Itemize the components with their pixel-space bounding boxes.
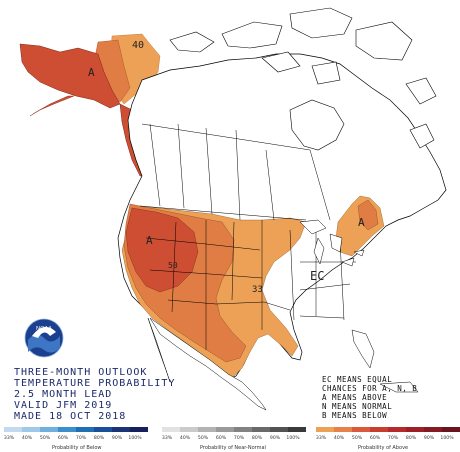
below-tick-7: 90% — [111, 436, 123, 441]
normal-swatch-5 — [234, 427, 252, 432]
label-central-33: 33 — [252, 285, 263, 295]
title-line-1: THREE-MONTH OUTLOOK — [14, 367, 148, 378]
noaa-logo: NOAA — [23, 317, 65, 359]
label-ak-40: 40 — [132, 40, 144, 51]
label-west-50: 50 — [168, 261, 178, 270]
above-tick-7: 90% — [423, 436, 435, 441]
below-tick-2: 40% — [21, 436, 33, 441]
above-tick-5: 70% — [387, 436, 399, 441]
normal-swatch-6 — [252, 427, 270, 432]
normal-tick-8: 100% — [286, 436, 300, 441]
normal-caption: Probability of Near-Normal — [200, 445, 266, 451]
above-tick-6: 80% — [405, 436, 417, 441]
above-swatch-8 — [442, 427, 460, 432]
below-tick-4: 60% — [57, 436, 69, 441]
above-swatch-7 — [424, 427, 442, 432]
normal-swatch-3 — [198, 427, 216, 432]
below-tick-5: 70% — [75, 436, 87, 441]
above-tick-4: 60% — [369, 436, 381, 441]
normal-swatch-7 — [270, 427, 288, 432]
above-swatch-6 — [406, 427, 424, 432]
normal-tick-7: 90% — [269, 436, 281, 441]
below-tick-8: 100% — [128, 436, 142, 441]
label-ak-a: A — [88, 66, 95, 79]
normal-swatch-4 — [216, 427, 234, 432]
below-tick-1: 33% — [3, 436, 15, 441]
normal-tick-1: 33% — [161, 436, 173, 441]
normal-tick-2: 40% — [179, 436, 191, 441]
alaska-region-50-60 — [19, 43, 121, 109]
below-swatch-5 — [76, 427, 94, 432]
above-tick-2: 40% — [333, 436, 345, 441]
below-swatch-4 — [58, 427, 76, 432]
ec-line-2: CHANCES FOR A, N, B — [322, 384, 418, 393]
above-tick-3: 50% — [351, 436, 363, 441]
normal-swatch-2 — [180, 427, 198, 432]
below-swatch-7 — [112, 427, 130, 432]
above-tick-1: 33% — [315, 436, 327, 441]
label-east-a: A — [358, 216, 365, 229]
ec-line-3: A MEANS ABOVE — [322, 393, 388, 402]
ec-line-4: N MEANS NORMAL — [322, 402, 393, 411]
normal-swatch-1 — [162, 427, 180, 432]
below-swatch-1 — [4, 427, 22, 432]
above-tick-8: 100% — [440, 436, 454, 441]
below-caption: Probability of Below — [52, 445, 102, 451]
conus-region-50-60 — [125, 207, 199, 293]
title-line-4: VALID JFM 2019 — [14, 400, 113, 411]
above-swatch-5 — [388, 427, 406, 432]
above-swatch-1 — [316, 427, 334, 432]
normal-tick-4: 60% — [215, 436, 227, 441]
above-swatch-2 — [334, 427, 352, 432]
below-swatch-8 — [130, 427, 148, 432]
ec-line-5: B MEANS BELOW — [322, 411, 388, 420]
normal-tick-5: 70% — [233, 436, 245, 441]
above-caption: Probability of Above — [358, 445, 409, 451]
above-swatch-3 — [352, 427, 370, 432]
normal-swatch-8 — [288, 427, 306, 432]
above-swatch-4 — [370, 427, 388, 432]
northeast-region-40-50 — [357, 199, 379, 231]
normal-tick-3: 50% — [197, 436, 209, 441]
hudson-bay — [289, 99, 345, 151]
title-line-2: TEMPERATURE PROBABILITY — [14, 378, 176, 389]
noaa-logo-text: NOAA — [36, 326, 52, 332]
normal-tick-6: 80% — [251, 436, 263, 441]
mexico-outline — [149, 317, 267, 411]
below-swatch-3 — [40, 427, 58, 432]
below-swatch-6 — [94, 427, 112, 432]
ec-line-1: EC MEANS EQUAL — [322, 375, 393, 384]
below-tick-3: 50% — [39, 436, 51, 441]
label-west-a: A — [146, 234, 153, 247]
title-line-3: 2.5 MONTH LEAD — [14, 389, 113, 400]
below-swatch-2 — [22, 427, 40, 432]
title-line-5: MADE 18 OCT 2018 — [14, 411, 127, 422]
below-tick-6: 80% — [93, 436, 105, 441]
label-east-ec: EC — [310, 269, 324, 283]
